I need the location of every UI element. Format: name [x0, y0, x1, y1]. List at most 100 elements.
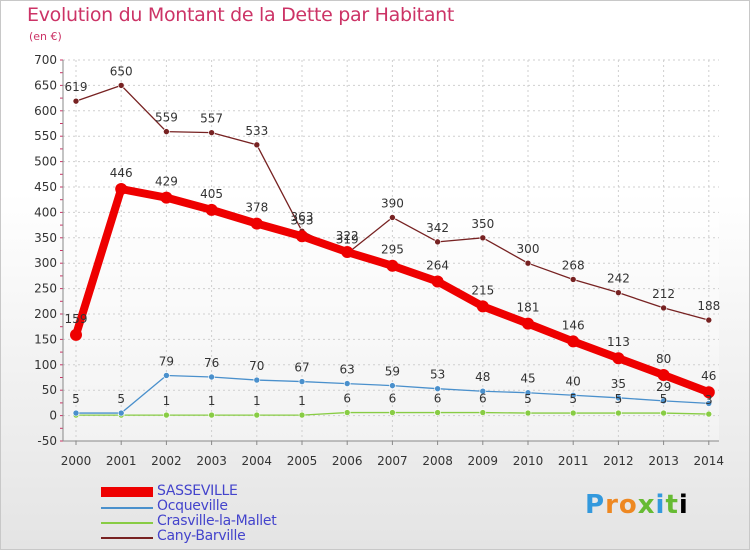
data-label-ocqueville: 79 [159, 354, 174, 368]
data-point-ocqueville [343, 380, 351, 387]
data-label-sasseville: 405 [200, 187, 223, 201]
data-label-sasseville: 181 [517, 301, 540, 315]
data-point-sasseville [657, 368, 670, 381]
data-label-ocqueville: 63 [340, 363, 355, 377]
data-label-ocqueville: 59 [385, 365, 400, 379]
plot-area [63, 60, 719, 441]
legend-label: SASSEVILLE [157, 483, 238, 499]
data-label-ocqueville: 67 [294, 361, 309, 375]
data-point-sasseville [70, 328, 82, 341]
legend-swatch [101, 537, 153, 539]
x-tick-label: 2004 [242, 454, 273, 468]
data-label-ocqueville: 53 [430, 368, 445, 382]
data-point-cany-barville [524, 259, 532, 267]
data-point-ocqueville [253, 376, 261, 384]
data-point-crasville-la-mallet [479, 409, 487, 416]
data-point-crasville-la-mallet [208, 411, 215, 419]
data-label-ocqueville: 76 [204, 356, 219, 370]
data-label-crasville-la-mallet: 5 [569, 392, 577, 406]
data-label-cany-barville: 533 [245, 124, 268, 138]
data-label-cany-barville: 350 [471, 217, 494, 231]
x-tick-label: 2000 [61, 454, 92, 468]
data-point-cany-barville [389, 214, 396, 221]
x-tick-label: 2012 [603, 454, 634, 468]
y-tick-label: 650 [34, 78, 57, 92]
data-label-cany-barville: 557 [200, 112, 223, 126]
data-label-cany-barville: 619 [65, 80, 88, 94]
chart-subtitle: (en €) [29, 30, 62, 43]
legend-swatch [101, 487, 153, 497]
y-tick-label: -50 [37, 434, 57, 448]
data-label-cany-barville: 242 [607, 272, 630, 286]
data-label-sasseville: 353 [291, 213, 314, 227]
data-label-sasseville: 146 [562, 318, 585, 332]
chart-title: Evolution du Montant de la Dette par Hab… [27, 4, 455, 26]
data-point-crasville-la-mallet [253, 411, 261, 419]
data-point-crasville-la-mallet [343, 409, 351, 416]
data-label-sasseville: 80 [656, 352, 671, 366]
logo-letter: o [618, 490, 638, 520]
logo-letter: t [665, 490, 679, 520]
data-point-cany-barville [208, 129, 215, 136]
data-point-ocqueville [434, 385, 441, 392]
data-point-crasville-la-mallet [524, 409, 532, 417]
data-label-crasville-la-mallet: 3 [705, 393, 713, 407]
data-point-ocqueville [524, 389, 532, 397]
data-point-ocqueville [389, 382, 396, 389]
data-label-sasseville: 322 [336, 229, 359, 243]
data-label-crasville-la-mallet: 1 [298, 394, 306, 408]
data-label-cany-barville: 268 [562, 258, 585, 272]
data-point-ocqueville [208, 373, 215, 381]
y-tick-label: 600 [34, 104, 57, 118]
data-point-crasville-la-mallet [298, 411, 306, 419]
data-point-cany-barville [253, 141, 261, 149]
data-point-ocqueville [163, 372, 170, 379]
logo-letter: i [655, 490, 666, 520]
x-tick-label: 2013 [648, 454, 679, 468]
data-point-cany-barville [705, 316, 713, 324]
data-label-ocqueville: 29 [656, 380, 671, 394]
data-label-ocqueville: 48 [475, 370, 490, 384]
data-point-ocqueville [705, 400, 713, 407]
data-point-cany-barville [434, 238, 441, 246]
data-point-sasseville [702, 386, 715, 399]
y-tick-label: 150 [34, 332, 57, 346]
data-label-cany-barville: 363 [291, 210, 314, 224]
data-label-ocqueville: 70 [249, 359, 264, 373]
data-label-sasseville: 215 [471, 283, 494, 297]
data-point-sasseville [296, 230, 308, 243]
data-label-crasville-la-mallet: 5 [615, 392, 623, 406]
data-point-ocqueville [615, 394, 622, 402]
data-point-crasville-la-mallet [434, 409, 441, 416]
y-tick-label: 400 [34, 205, 57, 219]
data-point-ocqueville [660, 397, 667, 405]
y-tick-label: 350 [34, 231, 57, 245]
data-label-ocqueville: 5 [117, 392, 125, 406]
data-point-crasville-la-mallet [660, 409, 667, 417]
y-tick-label: 200 [34, 307, 57, 321]
data-point-sasseville [341, 246, 354, 259]
data-point-sasseville [567, 335, 580, 348]
data-label-sasseville: 446 [110, 166, 133, 180]
proxiti-logo[interactable]: Proxiti [585, 490, 689, 520]
data-point-ocqueville [298, 378, 306, 385]
data-label-cany-barville: 559 [155, 111, 178, 125]
data-point-crasville-la-mallet [569, 409, 577, 417]
data-label-sasseville: 295 [381, 243, 404, 257]
data-label-cany-barville: 342 [426, 221, 449, 235]
data-label-crasville-la-mallet: 1 [208, 394, 216, 408]
x-tick-label: 2003 [196, 454, 227, 468]
data-label-crasville-la-mallet: 6 [479, 392, 487, 406]
logo-letter: P [585, 490, 606, 520]
data-label-cany-barville: 390 [381, 196, 404, 210]
data-point-sasseville [522, 317, 534, 330]
data-point-cany-barville [72, 97, 80, 105]
data-label-crasville-la-mallet: 1 [163, 394, 171, 408]
y-tick-label: 300 [34, 256, 57, 270]
data-point-crasville-la-mallet [389, 409, 396, 416]
y-tick-label: 450 [34, 180, 57, 194]
legend-label: Ocqueville [157, 498, 228, 514]
data-label-crasville-la-mallet: 6 [343, 392, 351, 406]
